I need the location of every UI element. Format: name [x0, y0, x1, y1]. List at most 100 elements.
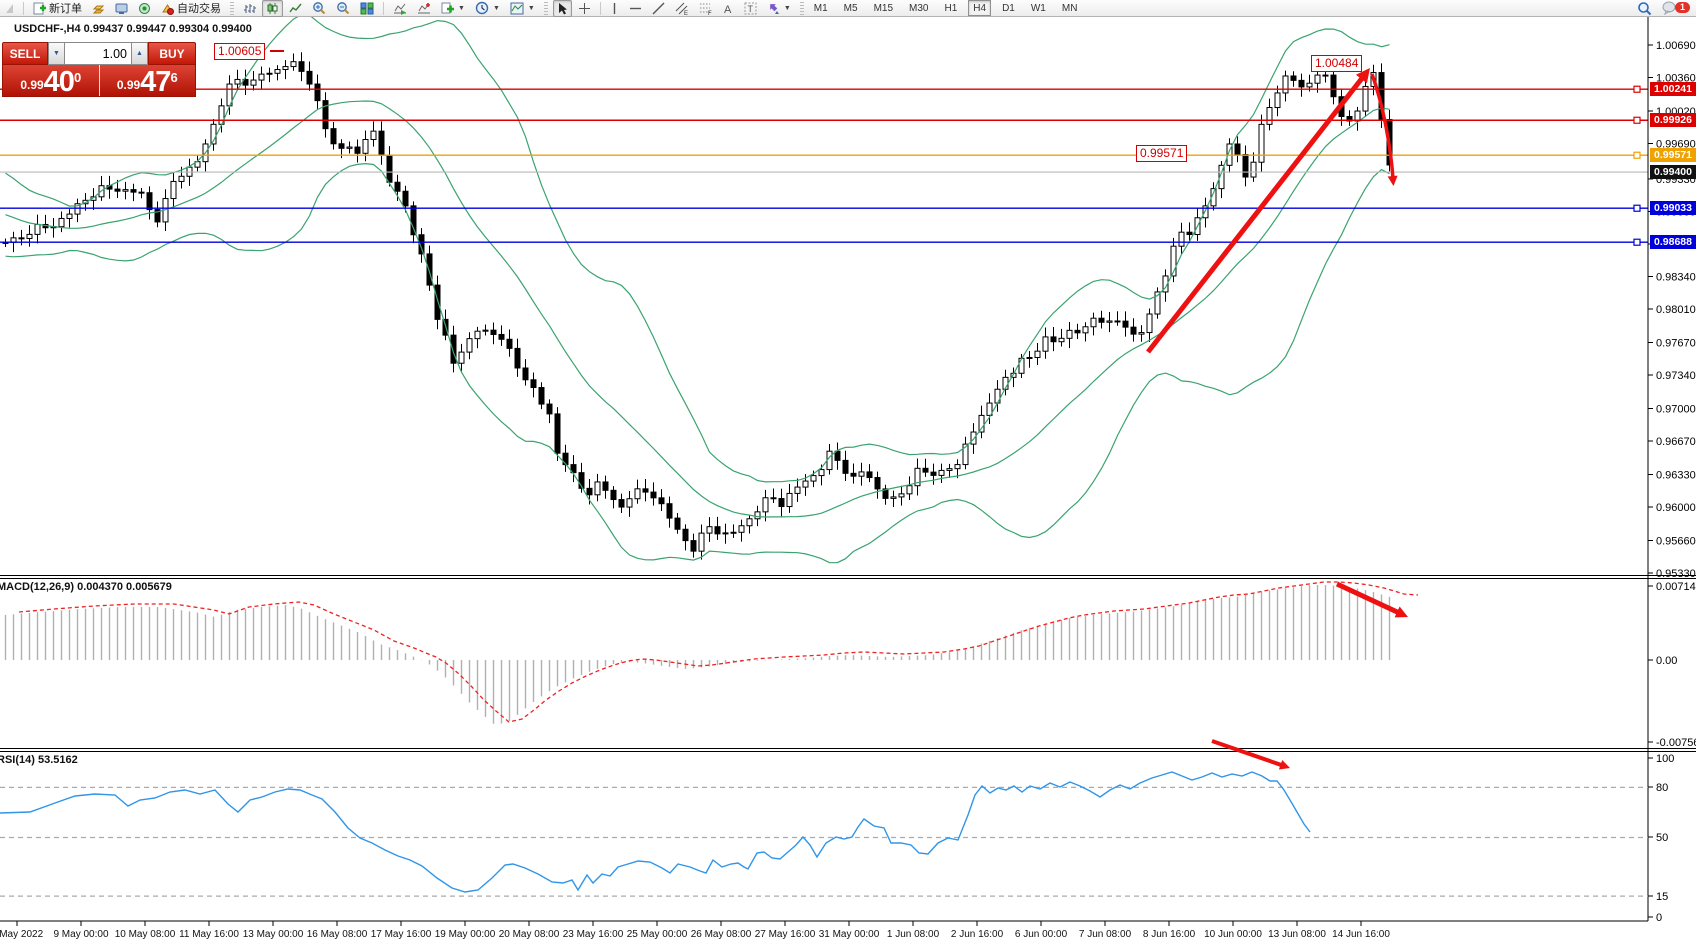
- arrow-reversal-down: [1370, 73, 1395, 179]
- chat-button[interactable]: 1: [1658, 0, 1694, 17]
- zoom-in-button[interactable]: [308, 0, 330, 17]
- drag-handle[interactable]: [799, 1, 804, 15]
- top-toolbar: 新订单 自动交易 ▼ ▼ ▼ E F A T ▼ M1 M5 M15 M30 H1 H4 D…: [0, 0, 1696, 17]
- vertical-line-tool[interactable]: [606, 0, 623, 17]
- arrows-tool[interactable]: ▼: [763, 0, 795, 17]
- rsi-panel[interactable]: [0, 771, 1648, 897]
- svg-text:0.98010: 0.98010: [1656, 304, 1696, 316]
- volume-down-stepper[interactable]: ▼: [48, 42, 65, 65]
- svg-text:27 May 16:00: 27 May 16:00: [755, 929, 816, 940]
- new-order-icon: [33, 2, 46, 14]
- timeframe-W1[interactable]: W1: [1030, 2, 1046, 14]
- horizontal-line-tool[interactable]: [625, 0, 646, 17]
- buy-button[interactable]: BUY: [148, 42, 196, 65]
- price-label-0-99571[interactable]: 0.99571: [1136, 145, 1188, 162]
- svg-text:13 Jun 08:00: 13 Jun 08:00: [1268, 929, 1326, 940]
- price-label-high-jun[interactable]: 1.00484: [1311, 55, 1363, 72]
- line-chart-button[interactable]: [285, 0, 306, 17]
- bar-chart-icon: [244, 3, 256, 13]
- search-button[interactable]: [1633, 0, 1656, 17]
- signals-button[interactable]: [134, 0, 155, 17]
- svg-text:0.96000: 0.96000: [1656, 502, 1696, 514]
- trendline-icon: [652, 2, 665, 14]
- macd-axis[interactable]: 0.007142 0.00 -0.007561: [1648, 581, 1696, 749]
- crosshair-tool-button[interactable]: [574, 0, 595, 17]
- cursor-tool-button[interactable]: [552, 0, 572, 17]
- price-badge-0.99571: 0.99571: [1650, 148, 1696, 163]
- svg-text:0.96670: 0.96670: [1656, 436, 1696, 448]
- svg-text:50: 50: [1656, 832, 1668, 844]
- terminal-button[interactable]: [111, 0, 132, 17]
- arrows-icon: [769, 3, 779, 14]
- tile-windows-button[interactable]: [356, 0, 378, 17]
- templates-button[interactable]: ▼: [506, 0, 539, 17]
- arrow-trend-up: [1146, 70, 1369, 354]
- sell-price-small: 0.99: [20, 78, 44, 92]
- zoom-in-icon: [313, 2, 326, 15]
- svg-text:0.00: 0.00: [1656, 655, 1677, 667]
- timeframe-D1[interactable]: D1: [1002, 2, 1015, 14]
- timeframe-MN[interactable]: MN: [1061, 2, 1078, 14]
- drag-handle[interactable]: [230, 1, 234, 15]
- auto-scroll-button[interactable]: [389, 0, 411, 17]
- add-indicator-icon: [441, 2, 454, 13]
- svg-text:26 May 08:00: 26 May 08:00: [691, 929, 752, 940]
- svg-text:0.96330: 0.96330: [1656, 469, 1696, 481]
- market-watch-button[interactable]: [88, 0, 109, 17]
- timeframe-M15[interactable]: M15: [873, 2, 894, 14]
- candlestick-chart-button[interactable]: [262, 0, 283, 17]
- dropdown-arrow-icon: ▼: [458, 4, 465, 12]
- chart-shift-button[interactable]: [413, 0, 435, 17]
- volume-up-stepper[interactable]: ▲: [131, 42, 148, 65]
- timeframe-H4[interactable]: H4: [968, 0, 992, 16]
- search-icon: [1638, 1, 1652, 15]
- volume-input[interactable]: [65, 42, 131, 65]
- drag-handle[interactable]: [543, 1, 548, 15]
- buy-price-display[interactable]: 0.99 47 6: [100, 65, 196, 97]
- timeframe-M1[interactable]: M1: [813, 2, 828, 14]
- sell-price-display[interactable]: 0.99 40 0: [3, 65, 100, 97]
- chat-count-badge: 1: [1675, 1, 1690, 13]
- timeframe-H1[interactable]: H1: [944, 2, 958, 14]
- dropdown-arrow-icon: ▼: [492, 4, 500, 12]
- macd-panel[interactable]: [4, 581, 1419, 724]
- zoom-out-button[interactable]: [332, 0, 354, 17]
- bar-chart-button[interactable]: [239, 0, 260, 17]
- timeframe-M5[interactable]: M5: [843, 2, 858, 14]
- fibonacci-tool[interactable]: F: [695, 0, 717, 17]
- clock-icon: [475, 1, 489, 15]
- svg-text:6 May 2022: 6 May 2022: [0, 929, 44, 940]
- svg-text:1 Jun 08:00: 1 Jun 08:00: [887, 929, 940, 940]
- svg-text:9 May 00:00: 9 May 00:00: [53, 929, 108, 940]
- new-order-button[interactable]: 新订单: [29, 0, 86, 17]
- channel-tool[interactable]: E: [671, 0, 693, 17]
- sell-button[interactable]: SELL: [2, 42, 48, 65]
- svg-text:7 Jun 08:00: 7 Jun 08:00: [1079, 929, 1132, 940]
- periods-button[interactable]: ▼: [471, 0, 504, 17]
- panel-separators[interactable]: [0, 575, 1696, 752]
- svg-text:25 May 00:00: 25 May 00:00: [627, 929, 688, 940]
- add-indicator-button[interactable]: ▼: [437, 0, 469, 17]
- svg-text:0.97340: 0.97340: [1656, 370, 1696, 382]
- auto-trading-icon: [162, 3, 174, 15]
- channel-icon: E: [675, 2, 688, 15]
- timeframe-M30[interactable]: M30: [909, 2, 929, 14]
- trendline-tool[interactable]: [648, 0, 669, 17]
- auto-trading-button[interactable]: 自动交易: [157, 0, 225, 17]
- text-tool[interactable]: A: [719, 0, 738, 17]
- price-label-high-may[interactable]: 1.00605: [214, 43, 266, 60]
- buy-price-sup: 6: [170, 70, 178, 85]
- svg-text:0.95330: 0.95330: [1656, 568, 1696, 580]
- text-label-tool[interactable]: T: [740, 0, 761, 17]
- trend-arrows[interactable]: [1146, 68, 1408, 770]
- dropdown-arrow-icon: ▼: [783, 4, 791, 12]
- clipped-edge-icon: [2, 0, 18, 17]
- svg-text:0.99690: 0.99690: [1656, 139, 1696, 151]
- horizontal-line-objects[interactable]: [0, 85, 1648, 246]
- rsi-axis[interactable]: 100 80 50 15 0: [1648, 753, 1674, 924]
- rsi-indicator-label: RSI(14) 53.5162: [0, 754, 78, 766]
- fibonacci-icon: F: [699, 3, 712, 15]
